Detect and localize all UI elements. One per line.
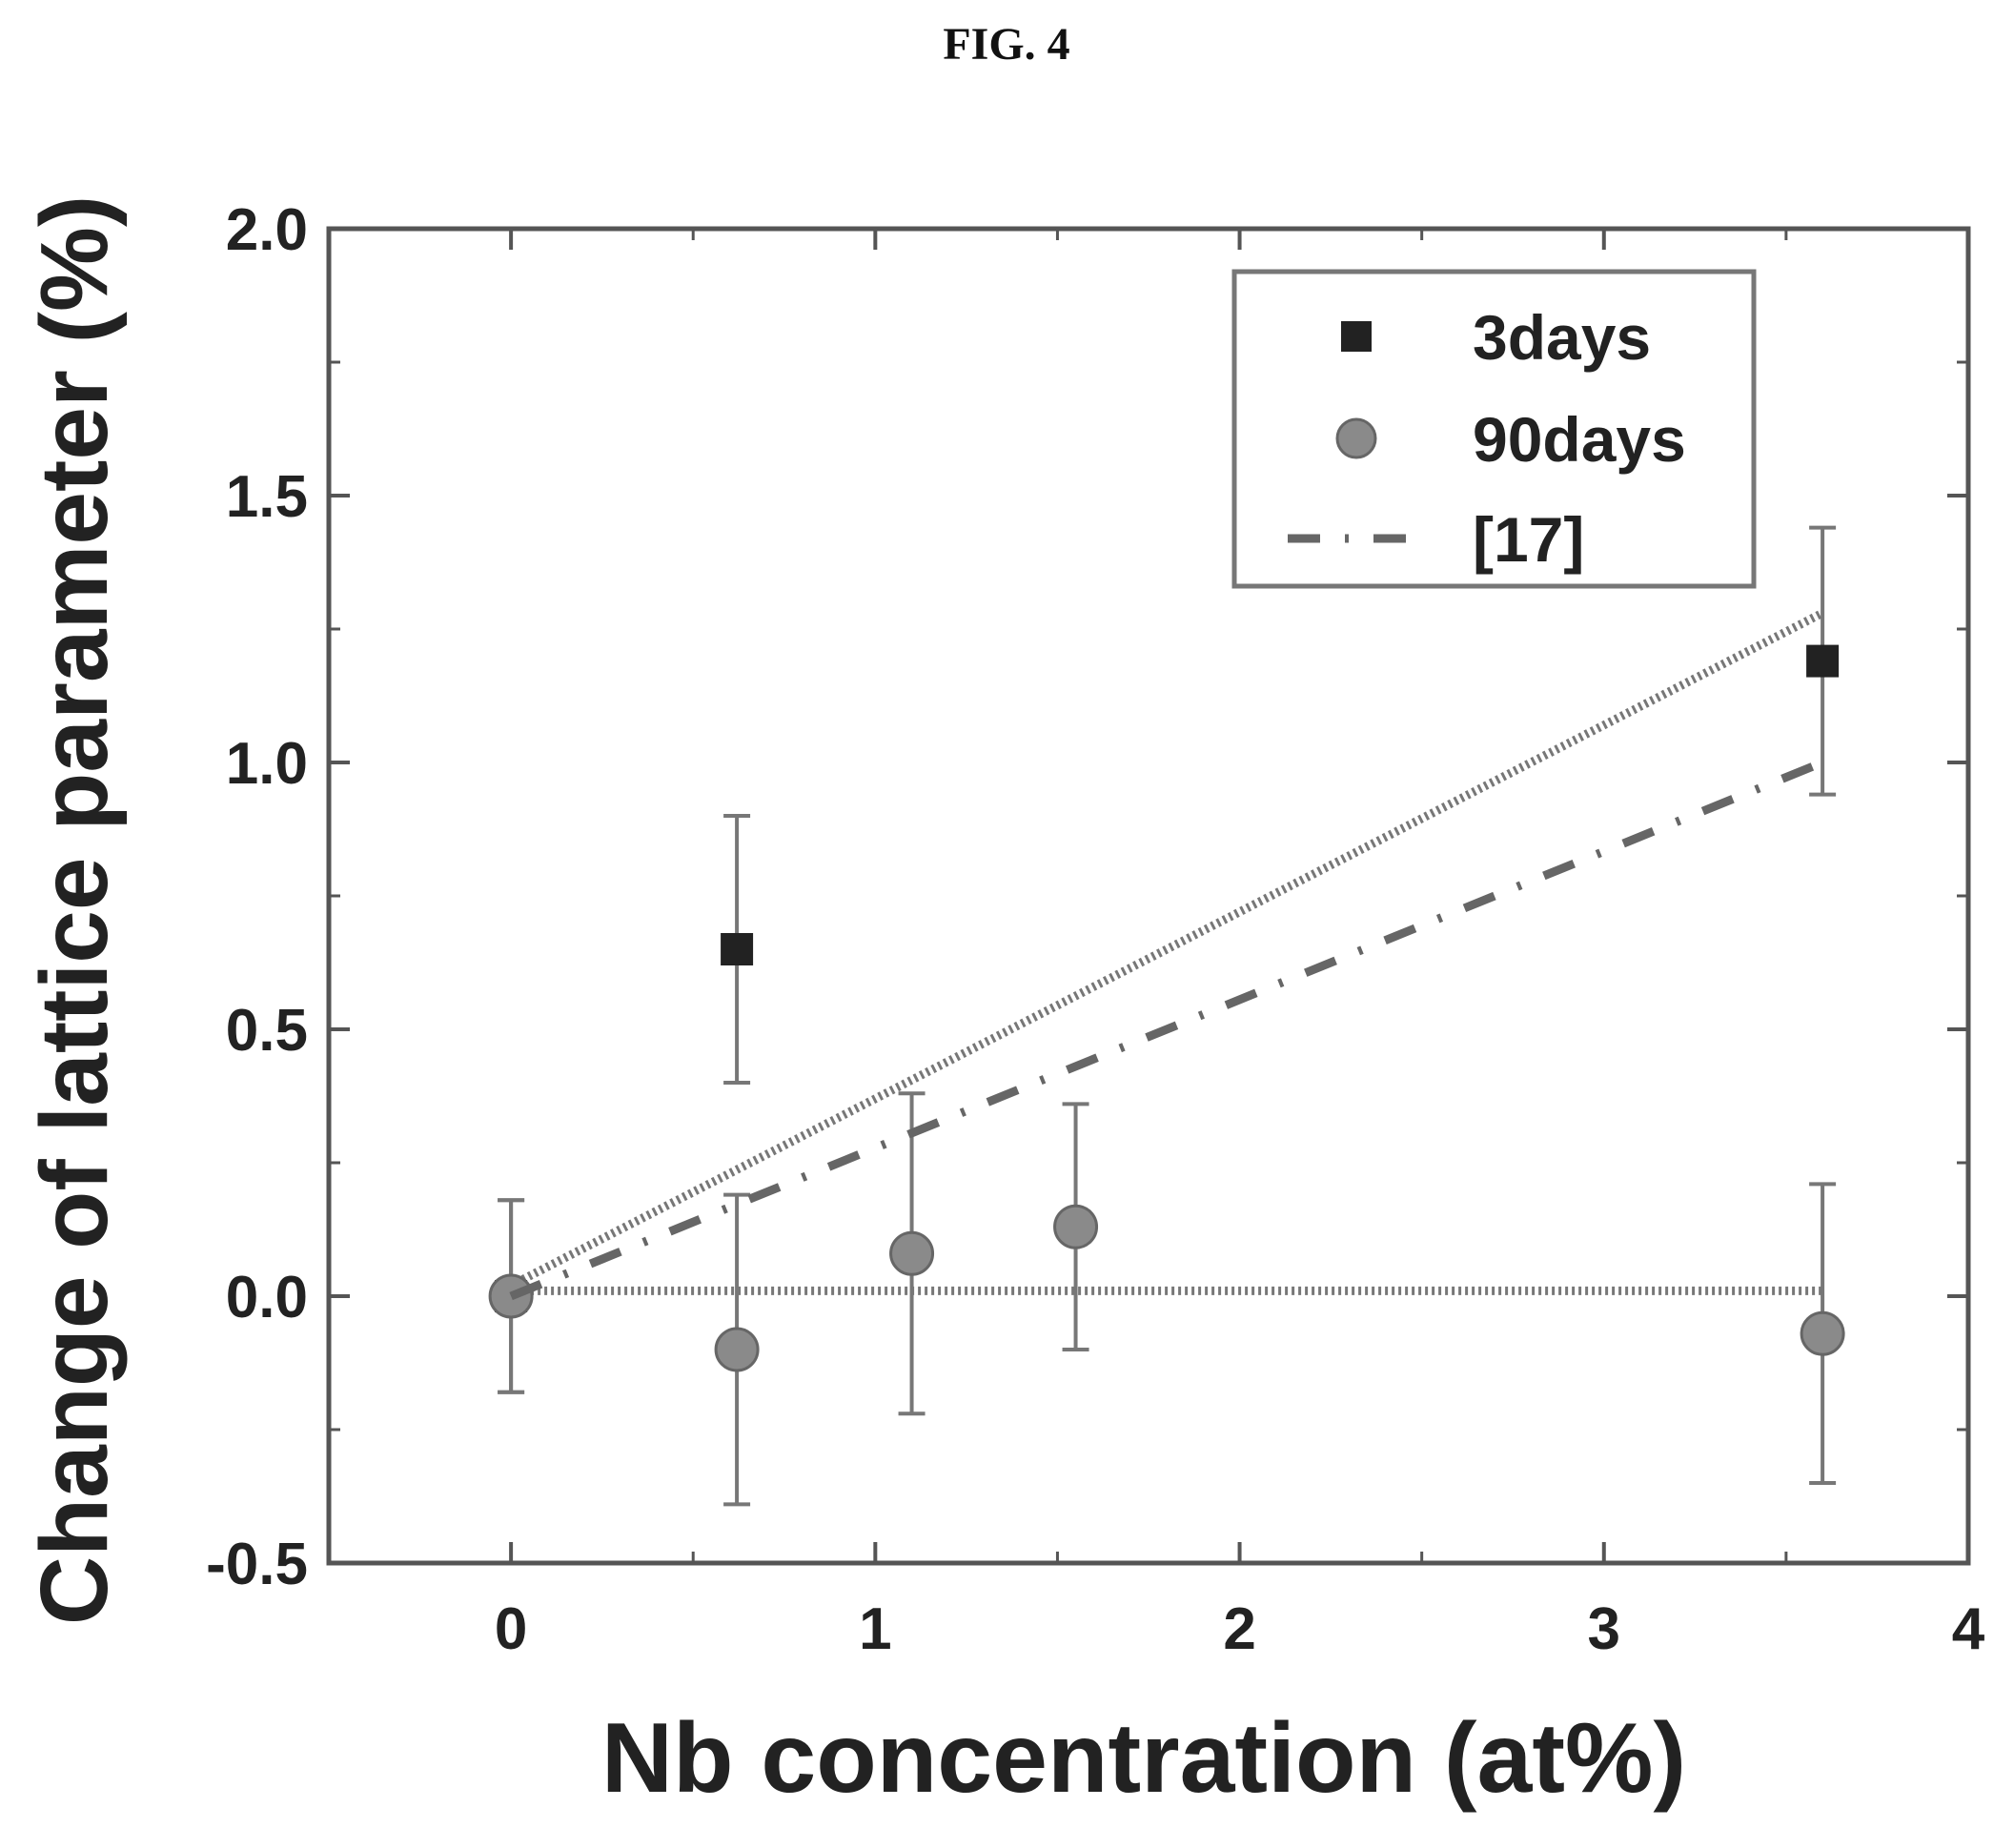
- figure-title: FIG. 4: [943, 19, 1069, 70]
- x-tick-label: 4: [1952, 1596, 1985, 1662]
- point-90days: [889, 1230, 935, 1276]
- legend-label: 90days: [1473, 404, 1686, 475]
- y-axis-label: Change of lattice parameter (%): [21, 195, 128, 1625]
- y-tick-label: 1.0: [226, 731, 308, 797]
- y-tick-label: 1.5: [226, 464, 308, 530]
- x-tick-label: 0: [495, 1596, 527, 1662]
- legend: 3days 90days [17]: [1231, 269, 1757, 589]
- legend-marker-90days: [1335, 417, 1377, 459]
- point-3days: [721, 933, 754, 965]
- point-3days: [1806, 644, 1840, 678]
- y-tick-label: -0.5: [206, 1532, 308, 1597]
- plot-area: 0 1 2 3 4 -0.5 0.0 0.5 1.0 1.5 2.0 3days 90days [17]: [206, 197, 1985, 1662]
- legend-box: [1231, 269, 1757, 589]
- legend-label: [17]: [1473, 504, 1584, 575]
- point-90days: [1800, 1310, 1845, 1356]
- legend-marker-3days: [1341, 321, 1372, 352]
- y-tick-label: 2.0: [226, 197, 308, 263]
- x-axis-label: Nb concentration (at%): [601, 1703, 1686, 1814]
- x-tick-label: 1: [859, 1596, 891, 1662]
- series-line-17: [509, 758, 1824, 1301]
- fit-line: [509, 609, 1825, 1290]
- point-90days: [1053, 1204, 1099, 1249]
- y-tick-label: 0.0: [226, 1265, 308, 1330]
- point-90days: [714, 1327, 760, 1372]
- x-tick-label: 3: [1588, 1596, 1620, 1662]
- x-tick-label: 2: [1223, 1596, 1255, 1662]
- legend-label: 3days: [1473, 302, 1651, 373]
- y-tick-label: 0.5: [226, 998, 308, 1064]
